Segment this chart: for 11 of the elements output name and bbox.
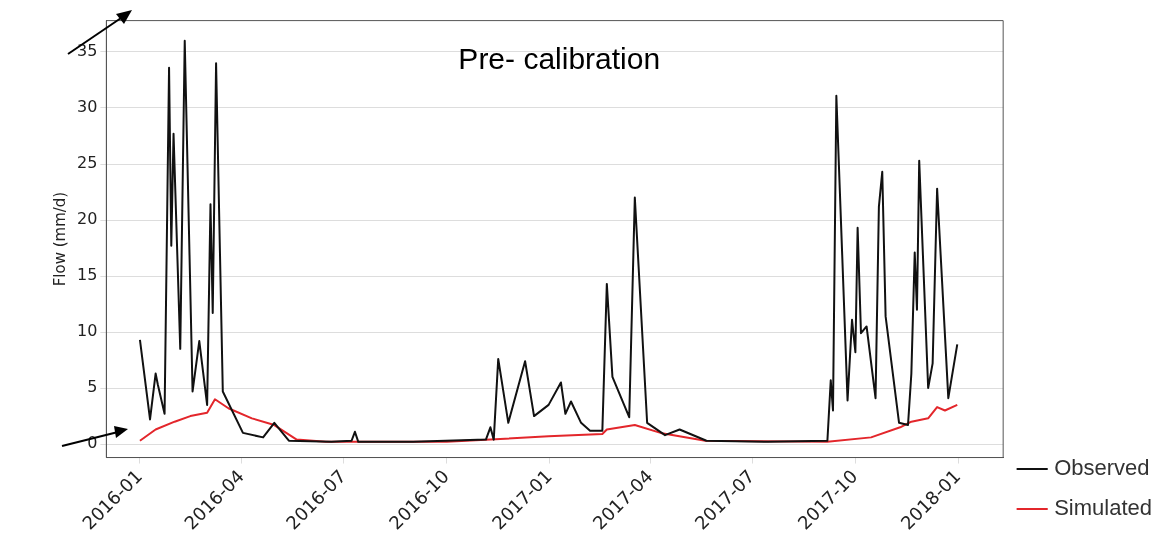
- y-tick-label: 5: [87, 377, 98, 397]
- y-tick-label: 10: [77, 321, 98, 341]
- y-tick-label: 15: [77, 265, 98, 285]
- y-tick-label: 35: [77, 41, 98, 61]
- y-tick-label: 30: [77, 97, 98, 117]
- legend-label: Observed: [1054, 455, 1150, 481]
- y-axis-title: Flow (mm/d): [50, 191, 69, 287]
- legend-label: Simulated: [1054, 495, 1153, 521]
- y-tick-label: 25: [77, 153, 98, 173]
- text: Pre- calibration: [458, 41, 661, 75]
- y-tick-label: 20: [77, 209, 98, 229]
